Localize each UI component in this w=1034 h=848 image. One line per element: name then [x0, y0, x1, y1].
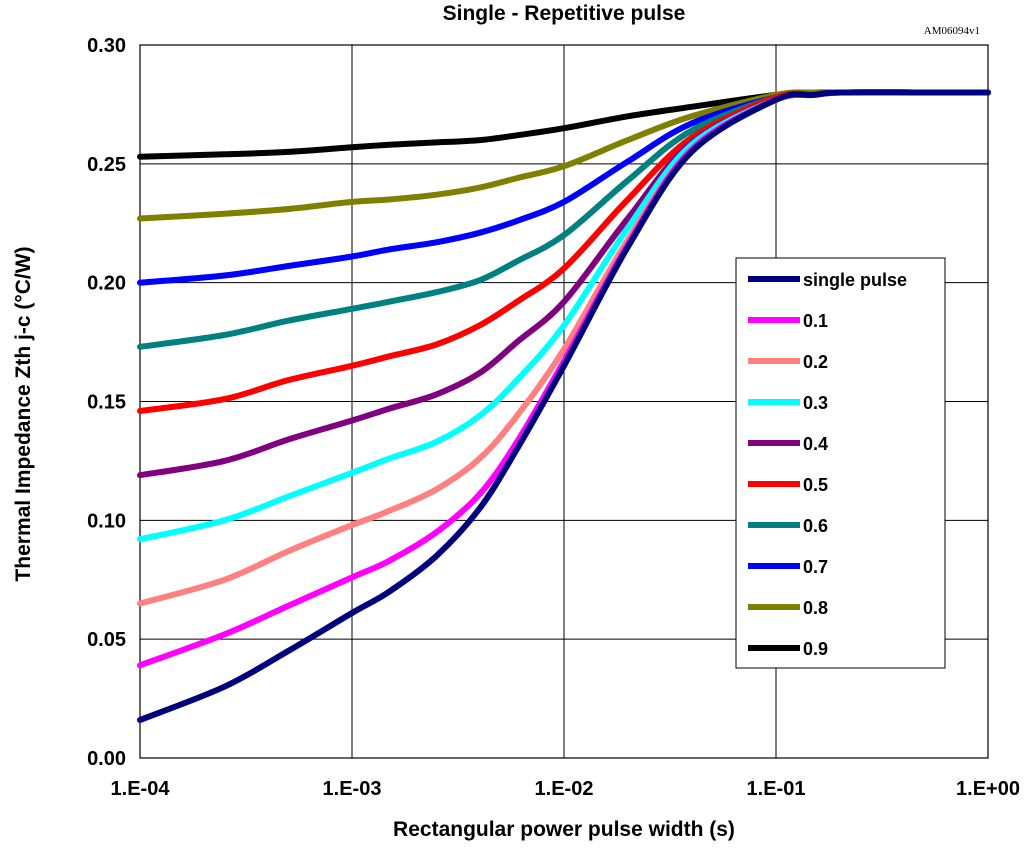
legend-label: single pulse	[803, 270, 907, 290]
x-tick-label: 1.E+00	[956, 778, 1020, 800]
x-tick-label: 1.E-02	[535, 778, 594, 800]
legend-label: 0.8	[803, 598, 828, 618]
x-axis-label: Rectangular power pulse width (s)	[393, 818, 735, 841]
legend-label: 0.9	[803, 639, 828, 659]
x-tick-label: 1.E-01	[747, 778, 806, 800]
y-tick-label: 0.00	[87, 748, 126, 770]
legend-box	[735, 257, 946, 669]
legend-label: 0.3	[803, 393, 828, 413]
y-axis-label: Thermal Impedance Zth j-c (°C/W)	[12, 246, 35, 582]
y-tick-label: 0.30	[87, 35, 126, 57]
y-tick-label: 0.15	[87, 392, 126, 414]
legend-label: 0.1	[803, 311, 828, 331]
y-tick-label: 0.20	[87, 273, 126, 295]
y-tick-label: 0.10	[87, 510, 126, 532]
x-tick-label: 1.E-04	[111, 778, 171, 800]
chart-title: Single - Repetitive pulse	[442, 2, 686, 25]
legend-label: 0.5	[803, 475, 828, 495]
series-line	[137, 89, 991, 723]
legend-label: 0.7	[803, 557, 828, 577]
y-tick-label: 0.05	[87, 629, 126, 651]
y-tick-label: 0.25	[87, 154, 126, 176]
legend-label: 0.2	[803, 352, 828, 372]
figure-code: AM06094v1	[923, 25, 980, 37]
x-tick-label: 1.E-03	[323, 778, 382, 800]
plot-frame	[139, 44, 989, 759]
legend-label: 0.6	[803, 516, 828, 536]
legend-label: 0.4	[803, 434, 828, 454]
